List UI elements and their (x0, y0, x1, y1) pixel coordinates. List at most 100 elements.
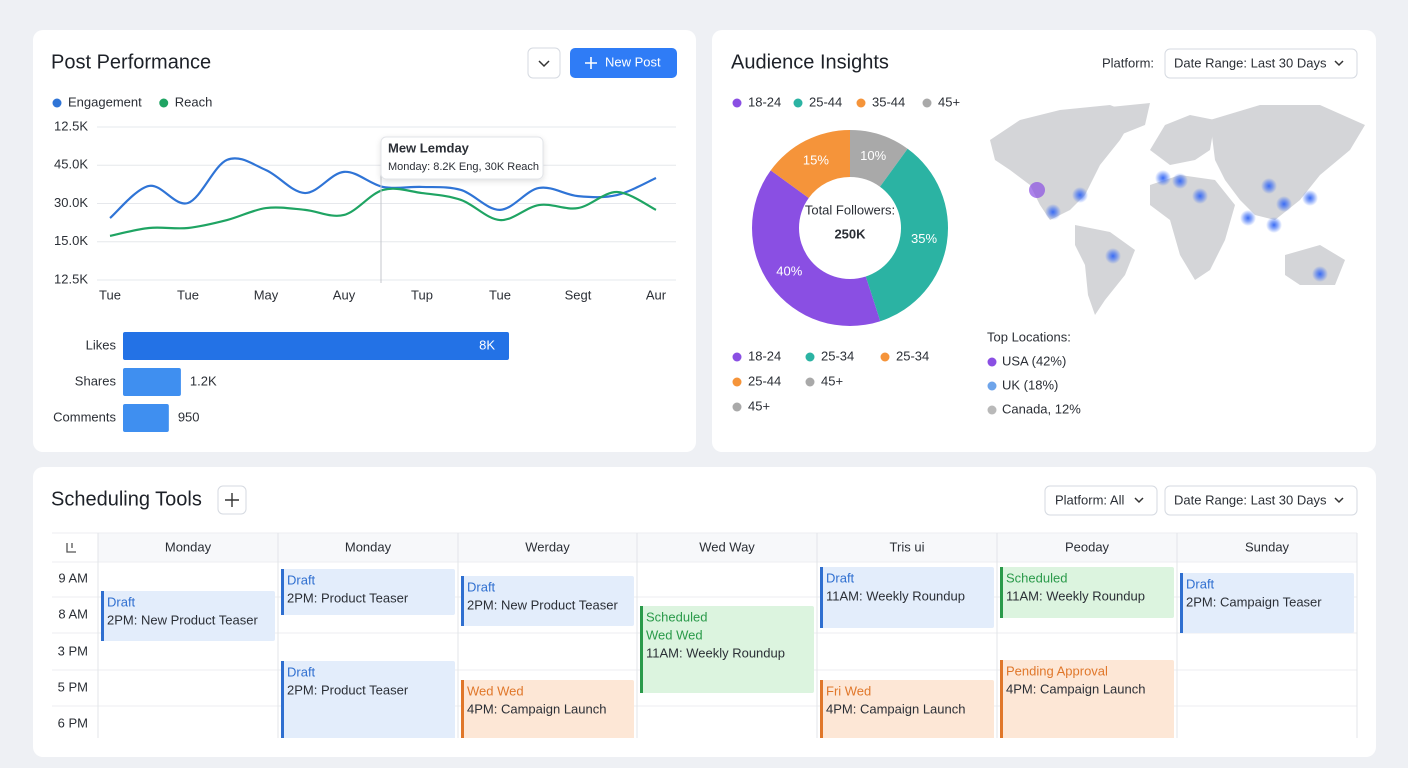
legend-label: 25-34 (821, 348, 854, 363)
event-status: Draft (1186, 576, 1215, 591)
legend-marker (922, 98, 932, 108)
slice-label: 10% (860, 148, 886, 163)
event-status: Draft (287, 664, 316, 679)
x-tick-label: Tue (177, 287, 199, 302)
day-header: Sunday (1245, 539, 1290, 554)
world-map (990, 103, 1365, 315)
x-tick-label: Segt (565, 287, 592, 302)
pie-slice (751, 170, 881, 327)
day-header: Wed Way (699, 539, 755, 554)
event-accent (281, 661, 284, 738)
x-tick-label: Tup (411, 287, 433, 302)
legend-marker (793, 98, 803, 108)
day-header: Peoday (1065, 539, 1110, 554)
event-card (820, 680, 994, 738)
location-label: UK (18%) (1002, 377, 1058, 392)
pie-slice (770, 130, 850, 199)
platform-dropdown[interactable]: Platform: All (1044, 485, 1158, 516)
slice-label: 35% (911, 231, 937, 246)
bar-category-label: Comments (53, 409, 116, 424)
dropdown-label[interactable]: Date Range: Last 30 Days (1174, 55, 1327, 70)
event-card (101, 591, 275, 641)
y-tick-label: 30.0K (54, 195, 88, 210)
slice-label: 15% (803, 153, 829, 168)
y-tick-label: 45.0K (54, 157, 88, 172)
event-card (461, 680, 634, 738)
event-accent (820, 680, 823, 738)
locations-title: Top Locations: (987, 329, 1071, 344)
event-accent (461, 576, 464, 626)
legend-label: 25-44 (809, 94, 842, 109)
dropdown-button[interactable] (527, 47, 561, 79)
legend-marker (732, 402, 742, 412)
bar-value-label: 950 (178, 409, 200, 424)
time-label: 3 PM (58, 643, 88, 658)
legend-label: Engagement (68, 94, 142, 109)
legend-label: 45+ (748, 398, 770, 413)
legend-marker (732, 98, 742, 108)
date-range-dropdown[interactable]: Date Range: Last 30 Days (1164, 485, 1358, 516)
event-status: Wed Wed (467, 683, 524, 698)
event-text: 11AM: Weekly Roundup (1006, 588, 1145, 603)
legend-label: 35-44 (872, 94, 905, 109)
event-accent (281, 569, 284, 615)
pie-slice (850, 130, 908, 187)
center-value: 250K (834, 226, 866, 241)
event-accent (1180, 573, 1183, 633)
event-status: Pending Approval (1006, 663, 1108, 678)
location-marker (987, 357, 997, 367)
line-series (109, 157, 657, 219)
event-status: Draft (107, 594, 136, 609)
event-text: 2PM: New Product Teaser (467, 597, 618, 612)
filter-label: Platform: (1102, 55, 1154, 70)
time-label: 6 PM (58, 715, 88, 730)
event-accent (101, 591, 104, 641)
event-card (461, 576, 634, 626)
button-label[interactable]: New Post (605, 54, 661, 69)
bar-category-label: Shares (75, 373, 117, 388)
calendar-icon (66, 543, 76, 553)
legend-label: 25-44 (748, 373, 781, 388)
event-accent (820, 567, 823, 628)
location-marker (987, 381, 997, 391)
legend-label: 45+ (821, 373, 843, 388)
day-header: Monday (345, 539, 392, 554)
event-card (640, 606, 814, 693)
event-text: 11AM: Weekly Roundup (826, 588, 965, 603)
event-card (1180, 573, 1354, 633)
legend-label: Reach (175, 94, 213, 109)
panel-title: Scheduling Tools (51, 488, 202, 510)
date-range-dropdown[interactable]: Date Range: Last 30 Days (1164, 48, 1358, 79)
legend-marker (805, 377, 815, 387)
event-text: 2PM: Product Teaser (287, 682, 409, 697)
event-text: 2PM: New Product Teaser (107, 612, 258, 627)
new-post-button[interactable]: New Post (570, 48, 677, 78)
legend-marker (856, 98, 866, 108)
y-tick-label: 15.0K (54, 233, 88, 248)
legend-label: 45+ (938, 94, 960, 109)
event-card (281, 661, 455, 738)
y-tick-label: 12.5K (54, 271, 88, 286)
event-status: Scheduled (1006, 570, 1067, 585)
location-label: Canada, 12% (1002, 401, 1081, 416)
bar-category-label: Likes (86, 337, 117, 352)
center-caption: Total Followers: (805, 202, 895, 217)
legend-label: 18-24 (748, 348, 781, 363)
event-accent (1000, 567, 1003, 618)
dropdown-label[interactable]: Date Range: Last 30 Days (1174, 492, 1327, 507)
x-tick-label: Tue (489, 287, 511, 302)
location-marker (987, 405, 997, 415)
legend-marker (732, 377, 742, 387)
event-text: 4PM: Campaign Launch (826, 701, 965, 716)
slice-label: 40% (776, 264, 802, 279)
event-text: 2PM: Campaign Teaser (1186, 594, 1322, 609)
dropdown-label[interactable]: Platform: All (1055, 492, 1124, 507)
panel-title: Post Performance (51, 51, 211, 73)
event-status: Fri Wed (826, 683, 871, 698)
add-button[interactable] (217, 485, 247, 515)
day-header: Monday (165, 539, 212, 554)
time-label: 5 PM (58, 679, 88, 694)
legend-marker (52, 98, 62, 108)
x-tick-label: Tue (99, 287, 121, 302)
legend-marker (880, 352, 890, 362)
